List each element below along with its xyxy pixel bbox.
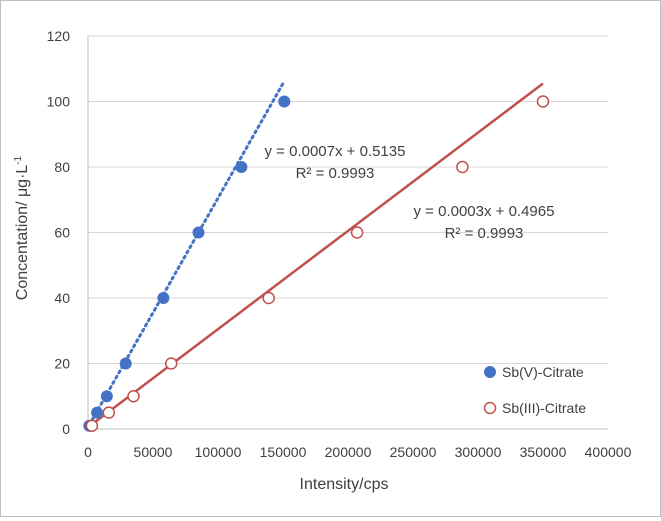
legend: Sb(V)-Citrate Sb(III)-Citrate bbox=[483, 364, 586, 416]
data-point-series-1-1 bbox=[102, 406, 116, 419]
legend-marker-0 bbox=[484, 366, 496, 378]
trendline-r2-1: R² = 0.9993 bbox=[445, 225, 524, 242]
x-tick-label-200000: 200000 bbox=[325, 444, 372, 460]
y-tick-label-0: 0 bbox=[62, 421, 70, 437]
data-point-series-0-6 bbox=[235, 161, 248, 173]
data-point-series-1-6 bbox=[456, 160, 469, 174]
tick-labels: 0 20 40 60 80 100 120 0 50000 100000 150000 200000 2… bbox=[47, 28, 632, 460]
data-point-series-1-2 bbox=[127, 390, 140, 403]
gridlines bbox=[88, 35, 608, 364]
x-axis-label: Intensity/cps bbox=[300, 476, 389, 493]
data-point-series-0-3 bbox=[119, 357, 132, 370]
y-axis-label-text: Concentation/ μg·L bbox=[14, 165, 31, 301]
x-tick-label-150000: 150000 bbox=[260, 444, 307, 460]
y-axis-label: Concentation/ μg·L-1 bbox=[13, 155, 31, 300]
trendline-equation-0: y = 0.0007x + 0.5135 bbox=[265, 143, 406, 160]
data-point-series-1-0 bbox=[85, 419, 99, 432]
data-point-series-0-2 bbox=[100, 390, 113, 403]
trendline-annotations: y = 0.0007x + 0.5135 R² = 0.9993 y = 0.000… bbox=[265, 143, 555, 242]
y-tick-label-60: 60 bbox=[54, 225, 70, 241]
axes bbox=[87, 36, 608, 430]
trendlines bbox=[87, 79, 544, 427]
y-tick-label-40: 40 bbox=[54, 290, 70, 306]
x-tick-label-0: 0 bbox=[84, 444, 92, 460]
trendline-equation-1: y = 0.0003x + 0.4965 bbox=[414, 203, 555, 220]
data-point-series-0-1 bbox=[91, 406, 104, 419]
x-tick-label-300000: 300000 bbox=[455, 444, 502, 460]
data-point-series-1-4 bbox=[262, 291, 275, 305]
x-tick-label-350000: 350000 bbox=[520, 444, 567, 460]
x-tick-label-400000: 400000 bbox=[585, 444, 632, 460]
data-point-series-0-5 bbox=[192, 226, 205, 239]
y-tick-label-20: 20 bbox=[54, 356, 70, 372]
data-point-series-0-7 bbox=[278, 95, 291, 108]
legend-marker-1 bbox=[483, 401, 497, 415]
y-tick-label-100: 100 bbox=[47, 94, 71, 110]
data-point-series-0-4 bbox=[157, 292, 170, 304]
x-tick-label-100000: 100000 bbox=[195, 444, 242, 460]
data-point-series-1-3 bbox=[164, 357, 178, 370]
x-tick-label-250000: 250000 bbox=[390, 444, 437, 460]
y-axis-label-superscript: -1 bbox=[13, 155, 24, 164]
y-tick-label-80: 80 bbox=[54, 159, 70, 175]
legend-label-1: Sb(III)-Citrate bbox=[502, 400, 586, 416]
trendline-r2-0: R² = 0.9993 bbox=[296, 165, 375, 182]
trendline-series-1 bbox=[91, 82, 544, 426]
trendline-series-0 bbox=[87, 79, 286, 427]
legend-label-0: Sb(V)-Citrate bbox=[502, 364, 584, 380]
data-points bbox=[83, 95, 550, 432]
data-point-series-1-5 bbox=[350, 226, 364, 239]
x-tick-label-50000: 50000 bbox=[134, 444, 173, 460]
y-tick-label-120: 120 bbox=[47, 28, 71, 44]
data-point-series-1-7 bbox=[536, 95, 550, 108]
